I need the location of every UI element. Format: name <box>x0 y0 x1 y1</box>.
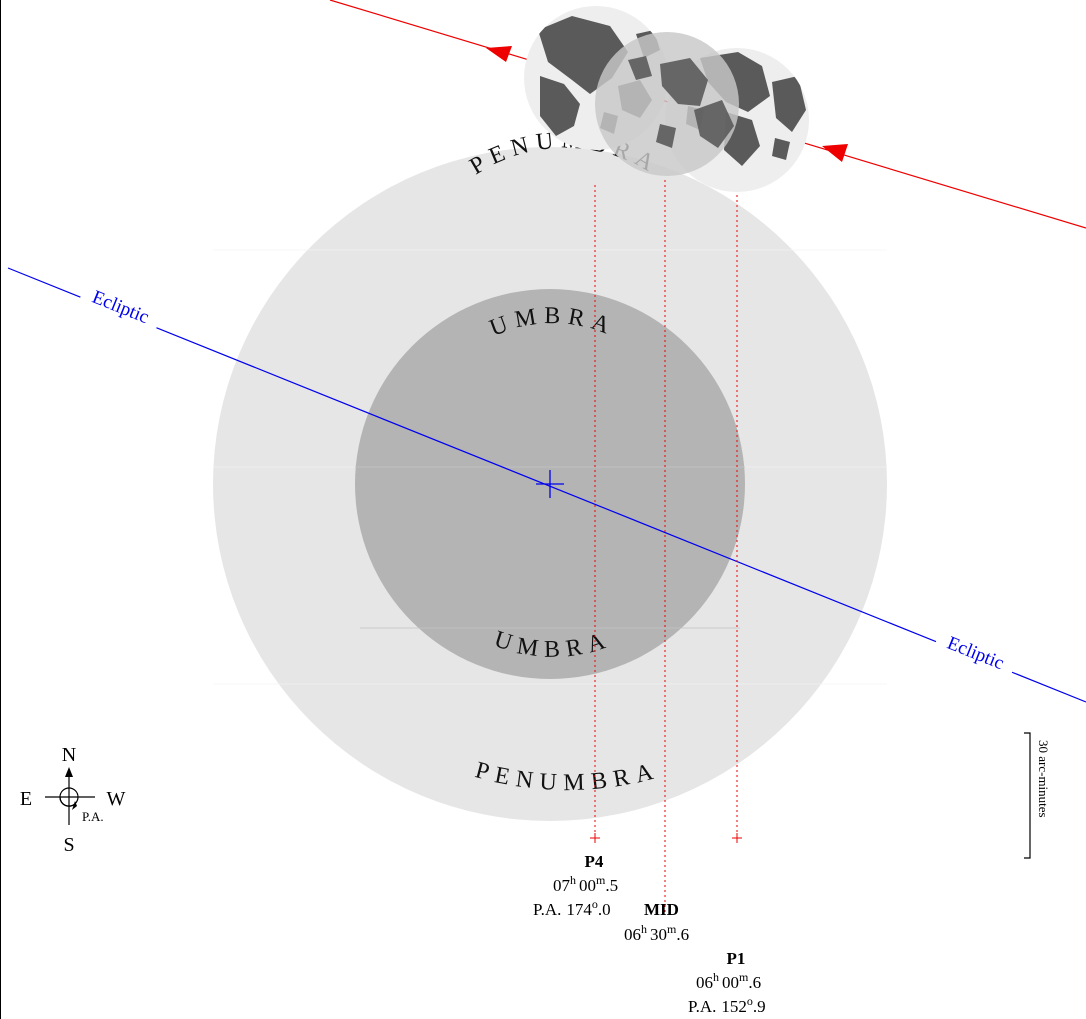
p4-name: P4 <box>585 852 604 871</box>
contact-ticks <box>590 833 742 843</box>
ecliptic-label-bg-right <box>933 625 1019 679</box>
compass-pa-arrow-icon <box>72 801 77 810</box>
moon-path-arrow-right <box>822 144 848 162</box>
compass-west: W <box>107 788 126 810</box>
umbra-bands <box>355 466 745 629</box>
p4-position-angle: P.A. 174o.0 <box>533 897 611 919</box>
p1-position-angle: P.A. 152o.9 <box>688 994 766 1016</box>
contact-guides <box>594 180 738 915</box>
scale-bar: 30 arc-minutes <box>1024 732 1051 859</box>
ecliptic-line <box>7 267 1086 703</box>
event-mid: MID 06h 30m.6 <box>624 900 689 944</box>
mid-time: 06h 30m.6 <box>624 922 689 944</box>
event-p1: P1 06h 00m.6 P.A. 152o.9 <box>688 949 766 1016</box>
mid-name: MID <box>644 900 679 919</box>
ecliptic-label-bg-left <box>78 279 164 333</box>
event-p4: P4 07h 00m.5 P.A. 174o.0 <box>533 852 618 919</box>
moon-mid <box>595 32 739 176</box>
compass-north: N <box>62 744 76 766</box>
shadow-center-cross <box>536 470 564 498</box>
scale-bracket <box>1024 732 1031 859</box>
p1-name: P1 <box>727 949 746 968</box>
compass-pa-label: P.A. <box>82 809 104 824</box>
moon-path-arrow-left <box>486 46 512 62</box>
scale-label: 30 arc-minutes <box>1036 740 1051 818</box>
compass-south: S <box>63 834 74 856</box>
compass-north-arrow-icon <box>65 767 73 777</box>
compass-rose: N S E W P.A. <box>20 744 126 856</box>
compass-pa-arc <box>59 796 76 807</box>
p1-time: 06h 00m.6 <box>696 970 761 992</box>
p4-time: 07h 00m.5 <box>553 873 618 895</box>
compass-east: E <box>20 788 32 810</box>
